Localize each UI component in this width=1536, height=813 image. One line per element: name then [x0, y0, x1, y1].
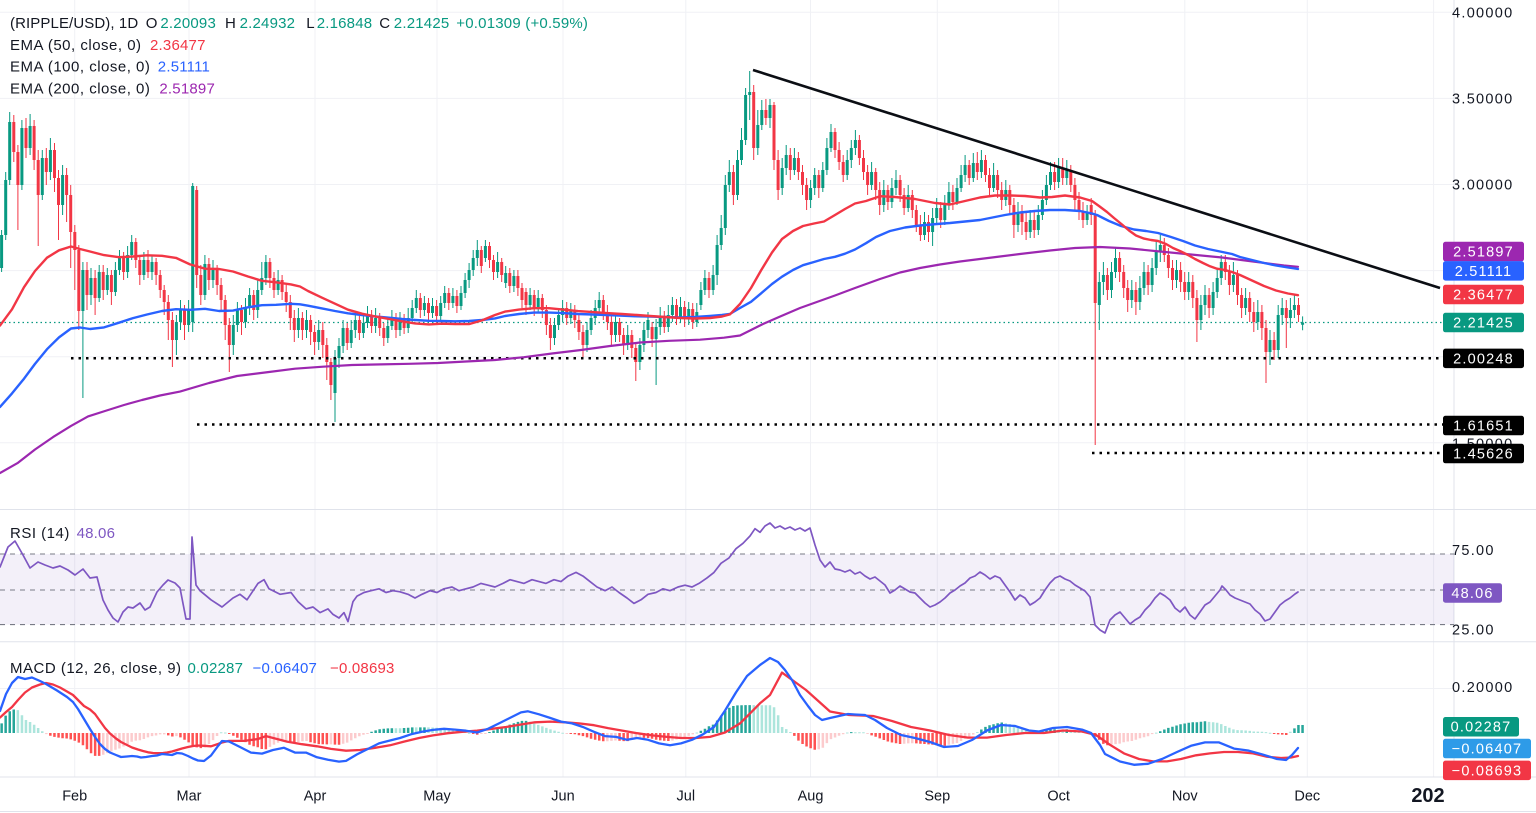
svg-text:Feb: Feb — [62, 789, 87, 805]
svg-text:H: H — [225, 15, 236, 32]
svg-text:MACD (12, 26, close, 9): MACD (12, 26, close, 9) — [10, 660, 182, 677]
svg-text:2.51111: 2.51111 — [158, 59, 210, 76]
svg-text:48.06: 48.06 — [77, 525, 116, 542]
svg-text:2.36477: 2.36477 — [150, 37, 206, 54]
svg-text:2.51111: 2.51111 — [1455, 264, 1513, 280]
svg-text:202: 202 — [1411, 785, 1444, 807]
svg-text:2.51897: 2.51897 — [1453, 245, 1514, 261]
svg-text:Jul: Jul — [677, 789, 696, 805]
svg-text:Nov: Nov — [1172, 789, 1199, 805]
svg-text:1.45626: 1.45626 — [1453, 447, 1514, 463]
svg-text:(RIPPLE/USD), 1D: (RIPPLE/USD), 1D — [10, 15, 138, 32]
svg-text:EMA (200, close, 0): EMA (200, close, 0) — [10, 81, 150, 98]
svg-text:0.02287: 0.02287 — [188, 660, 244, 677]
svg-text:75.00: 75.00 — [1452, 543, 1495, 559]
svg-text:1.61651: 1.61651 — [1453, 419, 1514, 435]
svg-text:Jun: Jun — [551, 789, 574, 805]
svg-text:Apr: Apr — [304, 789, 327, 805]
svg-text:EMA (50, close, 0): EMA (50, close, 0) — [10, 37, 142, 54]
svg-text:Mar: Mar — [177, 789, 202, 805]
svg-text:25.00: 25.00 — [1452, 623, 1495, 639]
svg-text:2.36477: 2.36477 — [1453, 288, 1514, 304]
svg-text:+0.01309 (+0.59%): +0.01309 (+0.59%) — [456, 15, 588, 32]
svg-text:Sep: Sep — [924, 789, 950, 805]
svg-text:−0.08693: −0.08693 — [330, 660, 395, 677]
svg-text:4.00000: 4.00000 — [1452, 6, 1514, 22]
svg-text:2.20093: 2.20093 — [160, 15, 216, 32]
svg-text:2.24932: 2.24932 — [240, 15, 296, 32]
svg-text:48.06: 48.06 — [1451, 586, 1493, 602]
svg-text:0.02287: 0.02287 — [1451, 720, 1512, 736]
svg-text:−0.06407: −0.06407 — [1452, 742, 1522, 758]
svg-text:−0.06407: −0.06407 — [253, 660, 318, 677]
svg-text:O: O — [146, 15, 158, 32]
svg-text:L: L — [306, 15, 315, 32]
svg-text:3.00000: 3.00000 — [1452, 178, 1514, 194]
svg-text:2.51897: 2.51897 — [159, 81, 215, 98]
svg-text:Aug: Aug — [798, 789, 824, 805]
svg-text:−0.08693: −0.08693 — [1452, 763, 1522, 779]
svg-text:EMA (100, close, 0): EMA (100, close, 0) — [10, 59, 150, 76]
svg-text:2.21425: 2.21425 — [394, 15, 450, 32]
svg-text:Dec: Dec — [1294, 789, 1320, 805]
svg-text:C: C — [379, 15, 390, 32]
svg-text:3.50000: 3.50000 — [1452, 91, 1514, 107]
svg-text:Oct: Oct — [1047, 789, 1070, 805]
svg-text:RSI (14): RSI (14) — [10, 525, 70, 542]
svg-text:May: May — [423, 789, 451, 805]
svg-text:0.20000: 0.20000 — [1452, 680, 1514, 696]
svg-text:2.21425: 2.21425 — [1453, 316, 1514, 332]
svg-text:2.00248: 2.00248 — [1453, 351, 1514, 367]
svg-text:2.16848: 2.16848 — [317, 15, 373, 32]
